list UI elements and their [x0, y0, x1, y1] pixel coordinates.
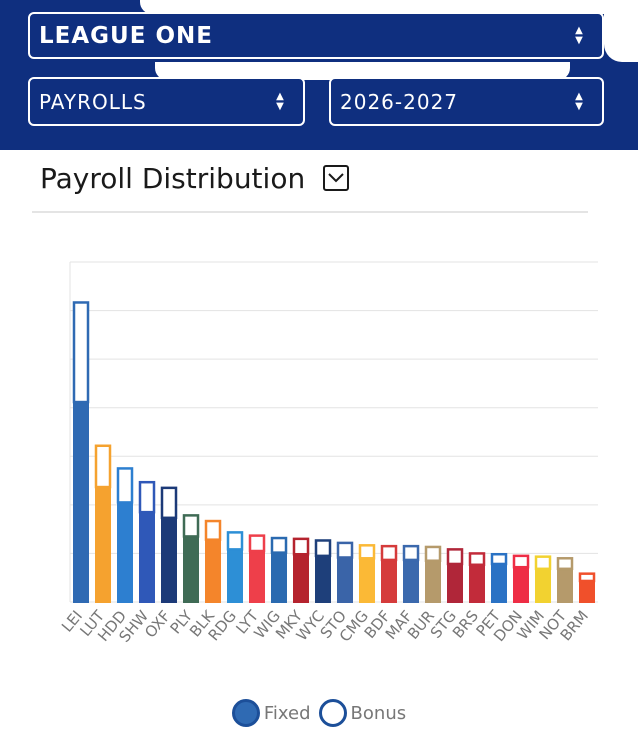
bar-fixed-blk[interactable]: [205, 538, 221, 603]
metric-select-value: PAYROLLS: [39, 89, 147, 114]
chevron-down-icon: [328, 173, 344, 183]
chart-legend: Fixed Bonus: [0, 697, 638, 729]
bar-bonus-wig[interactable]: [270, 536, 288, 554]
bar-bonus-lut[interactable]: [94, 444, 112, 489]
bar-bonus-mky[interactable]: [292, 537, 310, 556]
bar-fixed-wig[interactable]: [271, 551, 287, 603]
up-down-caret-icon: ▲ ▼: [276, 90, 284, 112]
bar-bonus-not[interactable]: [556, 557, 574, 571]
bar-bonus-don[interactable]: [512, 554, 530, 569]
bar-bonus-wyc[interactable]: [314, 539, 332, 558]
bar-fixed-maf[interactable]: [403, 558, 419, 603]
legend-item-fixed[interactable]: Fixed: [231, 699, 311, 727]
bar-fixed-bur[interactable]: [425, 559, 441, 604]
chart-title-row: Payroll Distribution: [40, 158, 350, 198]
bar-bonus-ply[interactable]: [182, 514, 200, 538]
bar-fixed-not[interactable]: [557, 567, 573, 603]
bar-fixed-bdf[interactable]: [381, 558, 397, 603]
season-select[interactable]: 2026-2027 ▲ ▼: [329, 77, 604, 126]
league-select[interactable]: LEAGUE ONE ▲ ▼: [28, 12, 604, 59]
bar-bonus-stg[interactable]: [446, 548, 464, 566]
filter-header: LEAGUE ONE ▲ ▼ PAYROLLS ▲ ▼ 2026-2027 ▲ ▼: [0, 0, 638, 150]
legend-label-bonus: Bonus: [350, 702, 407, 724]
bar-bonus-cmg[interactable]: [358, 544, 376, 560]
bar-bonus-blk[interactable]: [204, 519, 222, 541]
bar-bonus-hdd[interactable]: [116, 467, 134, 504]
header-notch: [140, 0, 620, 14]
bar-fixed-lei[interactable]: [73, 401, 89, 603]
bar-fixed-rdg[interactable]: [227, 548, 243, 603]
chart-title: Payroll Distribution: [40, 161, 306, 195]
bar-fixed-pet[interactable]: [491, 562, 507, 604]
bar-fixed-wyc[interactable]: [315, 554, 331, 604]
bar-fixed-brm[interactable]: [579, 579, 595, 604]
bar-bonus-lei[interactable]: [72, 301, 90, 404]
bar-fixed-mky[interactable]: [293, 553, 309, 604]
chart-toggle-button[interactable]: [323, 165, 350, 191]
bar-fixed-cmg[interactable]: [359, 557, 375, 603]
bar-bonus-wim[interactable]: [534, 555, 552, 571]
league-select-value: LEAGUE ONE: [39, 22, 213, 49]
bar-fixed-stg[interactable]: [447, 562, 463, 604]
legend-swatch-bonus: [318, 699, 347, 727]
payroll-bar-chart: LEILUTHDDSHWOXFPLYBLKRDGLYTWIGMKYWYCSTOC…: [58, 261, 598, 646]
bar-fixed-brs[interactable]: [469, 563, 485, 603]
up-down-caret-icon: ▲ ▼: [575, 24, 583, 46]
bar-fixed-sto[interactable]: [337, 556, 353, 604]
bar-fixed-oxf[interactable]: [161, 516, 177, 603]
bar-bonus-shw[interactable]: [138, 480, 156, 514]
bar-bonus-brm[interactable]: [578, 572, 596, 583]
bar-fixed-lyt[interactable]: [249, 550, 265, 603]
season-select-value: 2026-2027: [340, 89, 459, 114]
bar-bonus-sto[interactable]: [336, 541, 354, 559]
bar-fixed-shw[interactable]: [139, 511, 155, 603]
bar-bonus-maf[interactable]: [402, 544, 420, 562]
metric-select[interactable]: PAYROLLS ▲ ▼: [28, 77, 305, 126]
bar-bonus-pet[interactable]: [490, 552, 508, 566]
header-notch-right: [604, 0, 638, 62]
bar-bonus-lyt[interactable]: [248, 534, 266, 553]
bar-fixed-hdd[interactable]: [117, 501, 133, 603]
legend-label-fixed: Fixed: [263, 702, 311, 724]
legend-swatch-fixed: [231, 699, 260, 727]
bar-fixed-ply[interactable]: [183, 535, 199, 603]
title-divider: [32, 211, 588, 213]
bar-bonus-rdg[interactable]: [226, 531, 244, 551]
legend-item-bonus[interactable]: Bonus: [318, 699, 407, 727]
bar-bonus-brs[interactable]: [468, 552, 486, 567]
bar-bonus-bdf[interactable]: [380, 544, 398, 562]
bar-fixed-lut[interactable]: [95, 486, 111, 603]
up-down-caret-icon: ▲ ▼: [575, 90, 583, 112]
bar-bonus-oxf[interactable]: [160, 486, 178, 520]
bar-bonus-bur[interactable]: [424, 545, 442, 562]
bar-fixed-don[interactable]: [513, 566, 529, 604]
bar-fixed-wim[interactable]: [535, 567, 551, 603]
header-band: [155, 62, 570, 80]
